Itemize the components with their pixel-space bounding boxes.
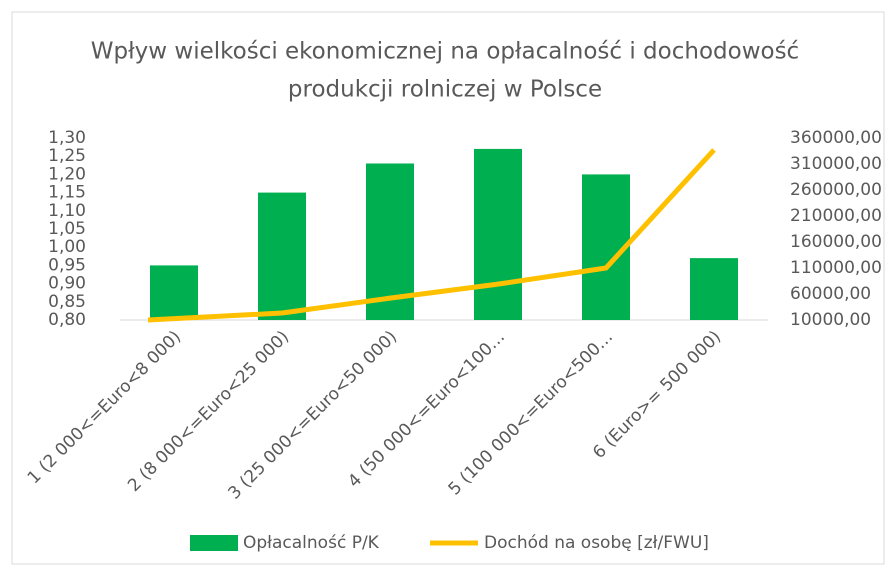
y2-tick-label: 110000,00 bbox=[790, 258, 882, 278]
y2-tick-label: 310000,00 bbox=[790, 154, 882, 174]
y2-tick-label: 160000,00 bbox=[790, 232, 882, 252]
bar bbox=[258, 192, 306, 320]
y-tick-label: 1,10 bbox=[48, 201, 86, 221]
y-tick-label: 1,25 bbox=[48, 146, 86, 166]
y-tick-label: 1,20 bbox=[48, 164, 86, 184]
y2-tick-label: 10000,00 bbox=[790, 310, 871, 330]
y-tick-label: 1,00 bbox=[48, 237, 86, 257]
y-tick-label: 1,15 bbox=[48, 183, 86, 203]
legend-swatch bbox=[190, 535, 238, 551]
bar bbox=[690, 258, 738, 320]
y-tick-label: 0,90 bbox=[48, 274, 86, 294]
legend-label: Opłacalność P/K bbox=[243, 533, 380, 553]
y-tick-label: 1,30 bbox=[48, 128, 86, 148]
bar bbox=[474, 148, 522, 320]
legend-label: Dochód na osobę [zł/FWU] bbox=[484, 533, 709, 553]
chart-title: produkcji rolniczej w Polsce bbox=[288, 77, 602, 103]
bar bbox=[150, 265, 198, 320]
y2-tick-label: 360000,00 bbox=[790, 128, 882, 148]
chart-title: Wpływ wielkości ekonomicznej na opłacaln… bbox=[91, 39, 799, 65]
y-tick-label: 0,80 bbox=[48, 310, 86, 330]
y2-tick-label: 60000,00 bbox=[790, 284, 871, 304]
y2-tick-label: 260000,00 bbox=[790, 180, 882, 200]
y2-tick-label: 210000,00 bbox=[790, 206, 882, 226]
y-tick-label: 0,85 bbox=[48, 292, 86, 312]
y-tick-label: 0,95 bbox=[48, 255, 86, 275]
y-tick-label: 1,05 bbox=[48, 219, 86, 239]
line-series bbox=[147, 148, 716, 323]
